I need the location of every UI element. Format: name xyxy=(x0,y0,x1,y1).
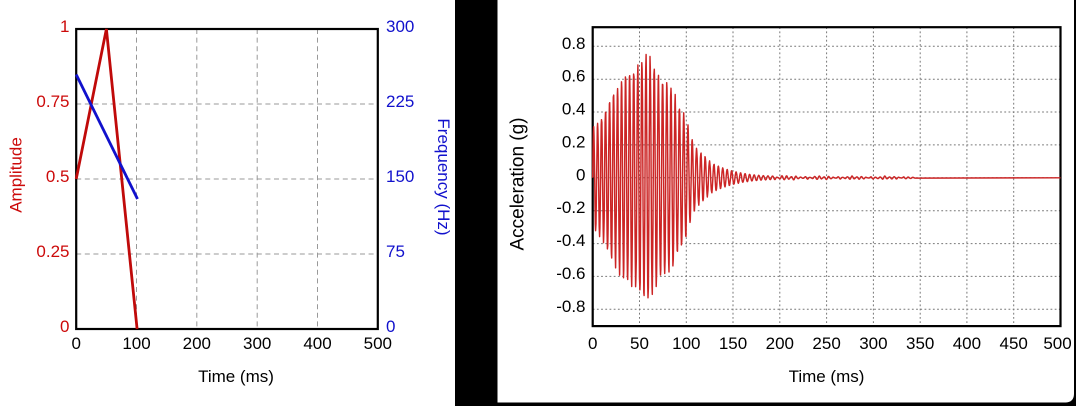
svg-text:0.5: 0.5 xyxy=(46,167,70,186)
svg-text:150: 150 xyxy=(719,334,747,353)
svg-text:350: 350 xyxy=(906,334,934,353)
svg-text:0: 0 xyxy=(576,165,585,184)
svg-text:Time (ms): Time (ms) xyxy=(198,367,274,386)
svg-text:400: 400 xyxy=(303,334,331,353)
svg-text:0.25: 0.25 xyxy=(36,242,69,261)
svg-text:0: 0 xyxy=(60,317,69,336)
svg-text:250: 250 xyxy=(812,334,840,353)
svg-text:100: 100 xyxy=(672,334,700,353)
svg-text:50: 50 xyxy=(630,334,649,353)
svg-text:Amplitude: Amplitude xyxy=(7,137,26,213)
svg-text:-0.6: -0.6 xyxy=(556,264,585,283)
svg-text:-0.4: -0.4 xyxy=(556,231,585,250)
svg-text:500: 500 xyxy=(364,334,392,353)
svg-text:0.4: 0.4 xyxy=(562,100,586,119)
svg-text:Time (ms): Time (ms) xyxy=(789,367,865,386)
svg-text:0: 0 xyxy=(71,334,80,353)
svg-text:300: 300 xyxy=(243,334,271,353)
svg-text:200: 200 xyxy=(766,334,794,353)
svg-text:100: 100 xyxy=(122,334,150,353)
svg-text:0: 0 xyxy=(588,334,597,353)
svg-text:0.2: 0.2 xyxy=(562,132,586,151)
svg-text:-0.2: -0.2 xyxy=(556,198,585,217)
svg-text:0.75: 0.75 xyxy=(36,92,69,111)
svg-text:0.6: 0.6 xyxy=(562,67,586,86)
svg-text:225: 225 xyxy=(386,92,414,111)
svg-text:Acceleration (g): Acceleration (g) xyxy=(508,117,529,250)
svg-text:200: 200 xyxy=(183,334,211,353)
svg-text:300: 300 xyxy=(386,17,414,36)
svg-text:300: 300 xyxy=(859,334,887,353)
svg-text:450: 450 xyxy=(1000,334,1028,353)
svg-text:Frequency (Hz): Frequency (Hz) xyxy=(434,118,453,235)
svg-text:500: 500 xyxy=(1043,334,1071,353)
svg-text:-0.8: -0.8 xyxy=(556,297,585,316)
svg-text:0.8: 0.8 xyxy=(562,34,586,53)
svg-text:400: 400 xyxy=(953,334,981,353)
svg-text:150: 150 xyxy=(386,167,414,186)
svg-text:1: 1 xyxy=(60,17,69,36)
svg-text:75: 75 xyxy=(386,242,405,261)
